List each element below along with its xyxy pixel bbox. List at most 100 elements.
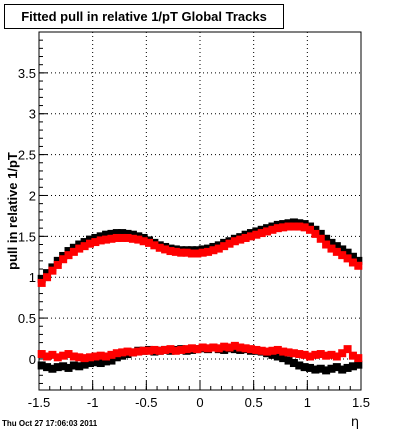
data-point-series-2 — [107, 234, 116, 243]
data-point-series-1 — [289, 218, 298, 227]
data-point-series-1 — [322, 234, 331, 243]
data-point-series-2 — [214, 244, 223, 253]
data-point-series-1 — [128, 230, 137, 239]
chart-title: Fitted pull in relative 1/pT Global Trac… — [4, 4, 284, 29]
data-point-series-1 — [338, 245, 347, 254]
data-point-series-2 — [75, 244, 84, 253]
data-point-series-1 — [75, 240, 84, 249]
data-point-series-2 — [230, 237, 239, 246]
data-point-series-1 — [91, 233, 100, 242]
data-point-series-2 — [69, 247, 78, 256]
x-tick-label: 1 — [304, 395, 311, 410]
data-point-series-2 — [53, 260, 62, 269]
y-tick-label: 3.5 — [18, 66, 36, 81]
data-point-series-3 — [112, 353, 121, 362]
x-tick-label: -1 — [87, 395, 99, 410]
data-point-series-1 — [327, 238, 336, 247]
data-point-series-4 — [236, 343, 245, 352]
data-point-series-2 — [134, 235, 143, 244]
data-point-series-2 — [150, 241, 159, 250]
data-point-series-4 — [354, 354, 363, 363]
data-point-series-2 — [112, 233, 121, 242]
data-point-series-1 — [37, 274, 46, 283]
y-tick-label: 1 — [29, 270, 36, 285]
data-point-series-3 — [311, 365, 320, 374]
data-point-series-2 — [123, 233, 132, 242]
data-point-series-4 — [268, 346, 277, 355]
data-point-series-3 — [322, 366, 331, 375]
x-tick-label: -0.5 — [135, 395, 157, 410]
data-point-series-4 — [311, 350, 320, 359]
data-point-series-2 — [177, 248, 186, 257]
data-point-series-3 — [80, 360, 89, 369]
data-point-series-2 — [316, 234, 325, 243]
data-point-series-4 — [166, 345, 175, 354]
data-point-series-2 — [273, 224, 282, 233]
data-point-series-3 — [348, 362, 357, 371]
data-point-series-2 — [263, 227, 272, 236]
data-point-series-2 — [193, 249, 202, 258]
data-point-series-2 — [300, 223, 309, 232]
data-point-series-4 — [338, 349, 347, 358]
data-point-series-3 — [102, 357, 111, 366]
data-point-series-2 — [209, 246, 218, 255]
data-point-series-2 — [322, 240, 331, 249]
data-point-series-3 — [91, 358, 100, 367]
data-point-series-4 — [187, 344, 196, 353]
data-point-series-4 — [273, 345, 282, 354]
data-point-series-2 — [246, 232, 255, 241]
data-point-series-2 — [225, 239, 234, 248]
data-point-series-2 — [252, 230, 261, 239]
data-point-series-4 — [107, 350, 116, 359]
data-point-series-4 — [155, 346, 164, 355]
data-point-series-4 — [75, 353, 84, 362]
data-point-series-4 — [123, 347, 132, 356]
data-point-series-1 — [332, 242, 341, 251]
data-point-series-1 — [316, 229, 325, 238]
data-point-series-1 — [80, 238, 89, 247]
y-axis-label: pull in relative 1/pT — [5, 152, 20, 270]
data-point-series-1 — [123, 229, 132, 238]
y-tick-label: 1.5 — [18, 229, 36, 244]
data-point-series-2 — [43, 273, 52, 282]
data-point-series-2 — [311, 229, 320, 238]
data-point-series-4 — [289, 349, 298, 358]
data-point-series-4 — [150, 345, 159, 354]
data-point-series-3 — [96, 359, 105, 368]
data-point-series-4 — [263, 347, 272, 356]
data-point-series-3 — [69, 361, 78, 370]
data-point-series-3 — [59, 362, 68, 371]
data-point-series-4 — [145, 346, 154, 355]
data-point-series-2 — [91, 238, 100, 247]
data-point-series-3 — [75, 362, 84, 371]
x-axis-label: η — [351, 415, 359, 430]
data-point-series-3 — [343, 363, 352, 372]
data-point-series-2 — [268, 225, 277, 234]
axis-ticks: -1.5 -1 -0.5 0 0.5 1 1.5 0 0.5 1 1.5 2 2.5 3 3.5 — [18, 39, 370, 410]
data-point-series-2 — [96, 236, 105, 245]
data-point-series-4 — [343, 345, 352, 354]
data-point-series-1 — [53, 256, 62, 265]
data-point-series-2 — [161, 245, 170, 254]
data-point-series-3 — [300, 363, 309, 372]
data-point-series-3 — [48, 364, 57, 373]
data-point-series-3 — [43, 363, 52, 372]
data-point-series-4 — [225, 343, 234, 352]
data-point-series-4 — [348, 351, 357, 360]
data-point-series-2 — [257, 229, 266, 238]
data-point-series-2 — [332, 247, 341, 256]
data-point-series-4 — [128, 348, 137, 357]
data-point-series-4 — [257, 346, 266, 355]
plot-frame — [38, 31, 362, 391]
data-point-series-4 — [37, 350, 46, 359]
data-point-series-2 — [204, 247, 213, 256]
data-point-series-1 — [64, 247, 73, 256]
data-point-series-3 — [295, 361, 304, 370]
data-point-series-2 — [48, 266, 57, 275]
data-point-series-4 — [230, 341, 239, 350]
data-point-series-2 — [289, 222, 298, 231]
data-point-series-4 — [91, 352, 100, 361]
data-point-series-3 — [37, 361, 46, 370]
data-point-series-4 — [80, 354, 89, 363]
data-point-series-3 — [289, 359, 298, 368]
